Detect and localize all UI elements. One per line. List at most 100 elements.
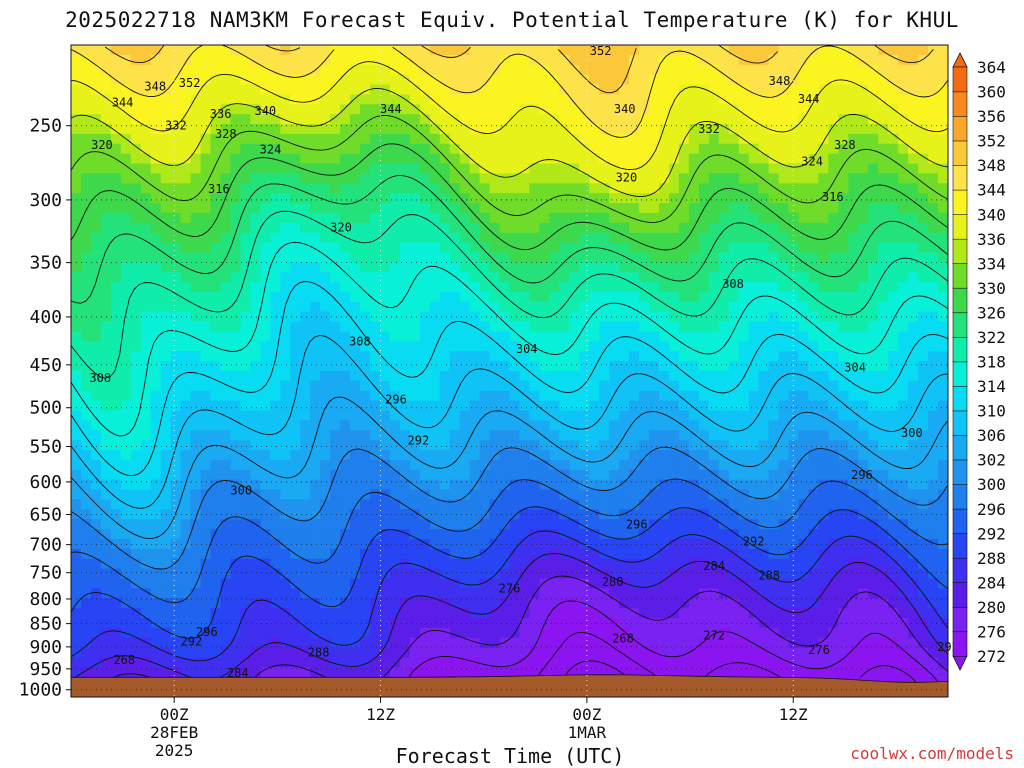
field-cell [469, 489, 481, 500]
field-cell [290, 509, 301, 520]
field-cell [499, 74, 511, 86]
field-cell [439, 608, 451, 619]
field-cell [370, 380, 381, 392]
field-cell [160, 173, 172, 184]
field-cell [519, 637, 531, 649]
field-cell [100, 400, 112, 412]
field-cell [599, 371, 610, 382]
field-cell [90, 321, 102, 333]
field-cell [579, 479, 590, 491]
field-cell [320, 311, 331, 323]
field-cell [669, 578, 680, 589]
field-cell [778, 203, 790, 214]
field-cell [110, 469, 122, 481]
field-cell [549, 203, 560, 214]
field-cell [808, 242, 820, 254]
field-cell [429, 380, 441, 392]
field-cell [519, 598, 531, 609]
field-cell [708, 252, 720, 263]
field-cell [549, 469, 560, 481]
field-cell [100, 529, 112, 540]
field-cell [230, 469, 242, 481]
field-cell [469, 183, 481, 194]
field-cell [718, 242, 730, 254]
field-cell [340, 410, 351, 421]
field-cell [778, 538, 790, 550]
field-cell [469, 390, 481, 402]
field-cell [698, 311, 710, 323]
field-cell [778, 341, 790, 352]
field-cell [649, 143, 660, 155]
field-cell [180, 153, 192, 165]
field-cell [330, 153, 341, 165]
field-cell [300, 222, 311, 234]
field-cell [758, 637, 770, 649]
field-cell [449, 331, 461, 342]
field-cell [340, 183, 351, 194]
field-cell [180, 222, 192, 234]
field-cell [270, 499, 281, 510]
field-cell [370, 519, 381, 530]
field-cell [379, 469, 391, 481]
field-cell [270, 232, 281, 244]
field-cell [549, 627, 560, 639]
field-cell [439, 598, 451, 609]
field-cell [240, 548, 251, 560]
field-cell [439, 282, 451, 293]
field-cell [320, 598, 331, 609]
field-cell [589, 420, 600, 431]
field-cell [310, 568, 321, 580]
field-cell [619, 133, 630, 145]
field-cell [738, 459, 750, 471]
field-cell [738, 183, 750, 194]
field-cell [459, 361, 471, 372]
field-cell [549, 667, 560, 678]
field-cell [240, 479, 251, 491]
field-cell [250, 341, 261, 352]
field-cell [519, 222, 531, 234]
field-cell [370, 203, 381, 214]
field-cell [599, 301, 610, 313]
field-cell [170, 400, 182, 412]
field-cell [708, 410, 720, 421]
field-cell [639, 321, 650, 333]
field-cell [629, 410, 640, 421]
field-cell [758, 459, 770, 471]
field-cell [81, 489, 92, 500]
field-cell [350, 568, 361, 580]
field-cell [698, 74, 710, 86]
field-cell [399, 618, 411, 629]
field-cell [539, 282, 550, 293]
field-cell [180, 390, 192, 402]
field-cell [379, 499, 391, 510]
field-cell [419, 380, 431, 392]
field-cell [419, 153, 431, 165]
field-cell [469, 400, 481, 412]
field-cell [519, 183, 531, 194]
field-cell [290, 538, 301, 550]
field-cell [240, 351, 251, 362]
field-cell [330, 637, 341, 649]
field-cell [399, 509, 411, 520]
field-cell [469, 380, 481, 392]
field-cell [698, 163, 710, 174]
field-cell [250, 212, 261, 224]
field-cell [190, 193, 202, 204]
field-cell [728, 153, 740, 165]
field-cell [81, 321, 92, 333]
field-cell [569, 212, 580, 224]
field-cell [120, 272, 132, 283]
field-cell [659, 667, 670, 678]
field-cell [489, 163, 501, 174]
field-cell [370, 74, 381, 86]
field-cell [360, 64, 371, 76]
field-cell [81, 440, 92, 451]
field-cell [698, 173, 710, 184]
field-cell [549, 618, 560, 629]
field-cell [539, 341, 550, 352]
field-cell [220, 262, 232, 273]
field-cell [429, 104, 441, 115]
field-cell [180, 578, 192, 589]
field-cell [559, 538, 570, 550]
field-cell [90, 222, 102, 234]
